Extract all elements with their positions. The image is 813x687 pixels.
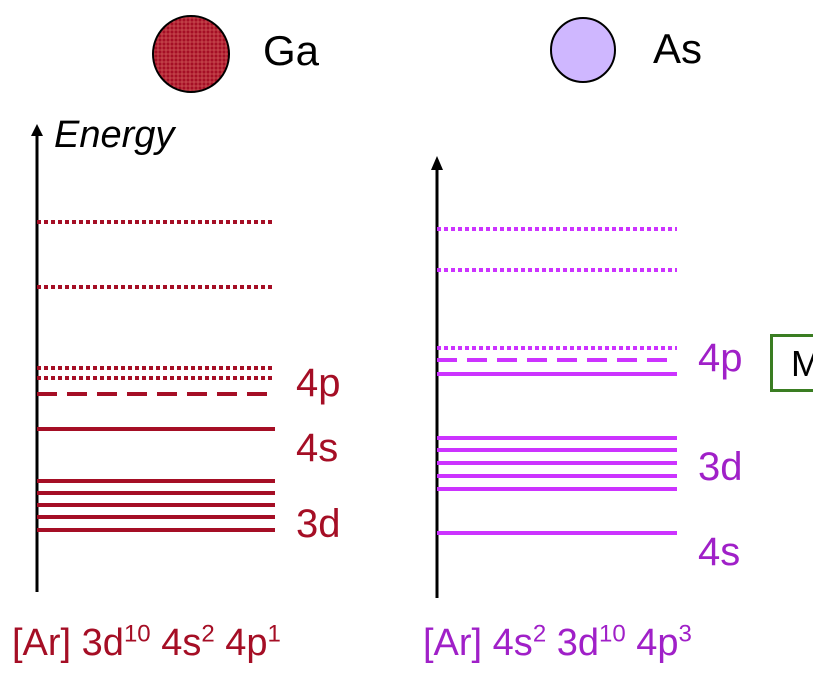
as-config-part: 4p [625,622,679,664]
ga-config-part: [Ar] 3d [12,622,124,664]
ga-levels [37,220,275,532]
as-4s-label: 4s [698,530,741,574]
ga-atom-icon [152,15,230,93]
ga-config-part: 4s [150,622,202,664]
as-config-part: 3d [546,622,599,664]
as-electron-configuration: [Ar] 4s2 3d10 4p3 [423,622,692,664]
as-config-part: [Ar] 4s [423,622,533,664]
ga-config-sup: 10 [123,620,151,648]
ga-4p-label: 4p [296,361,341,405]
ga-3d-label: 3d [296,502,341,546]
as-atom-icon [550,17,616,83]
energy-axis-title: Energy [54,114,175,156]
note-box-text: M [791,346,813,382]
ga-electron-configuration: [Ar] 3d10 4s2 4p1 [12,622,281,664]
as-legend-label: As [653,25,703,72]
as-config-sup: 2 [532,620,547,648]
as-config-sup: 10 [599,620,626,648]
as-axis-arrowhead [431,156,443,170]
ga-config-sup: 1 [267,620,281,648]
note-box: M [770,334,813,392]
ga-axis-arrowhead [31,124,43,136]
ga-config-sup: 2 [201,620,215,648]
as-3d-label: 3d [698,445,743,489]
ga-4s-label: 4s [296,426,339,470]
as-config-sup: 3 [678,620,692,648]
as-levels [437,227,677,535]
as-4p-label: 4p [698,336,743,380]
ga-legend-label: Ga [263,27,320,74]
ga-config-part: 4p [214,622,268,664]
